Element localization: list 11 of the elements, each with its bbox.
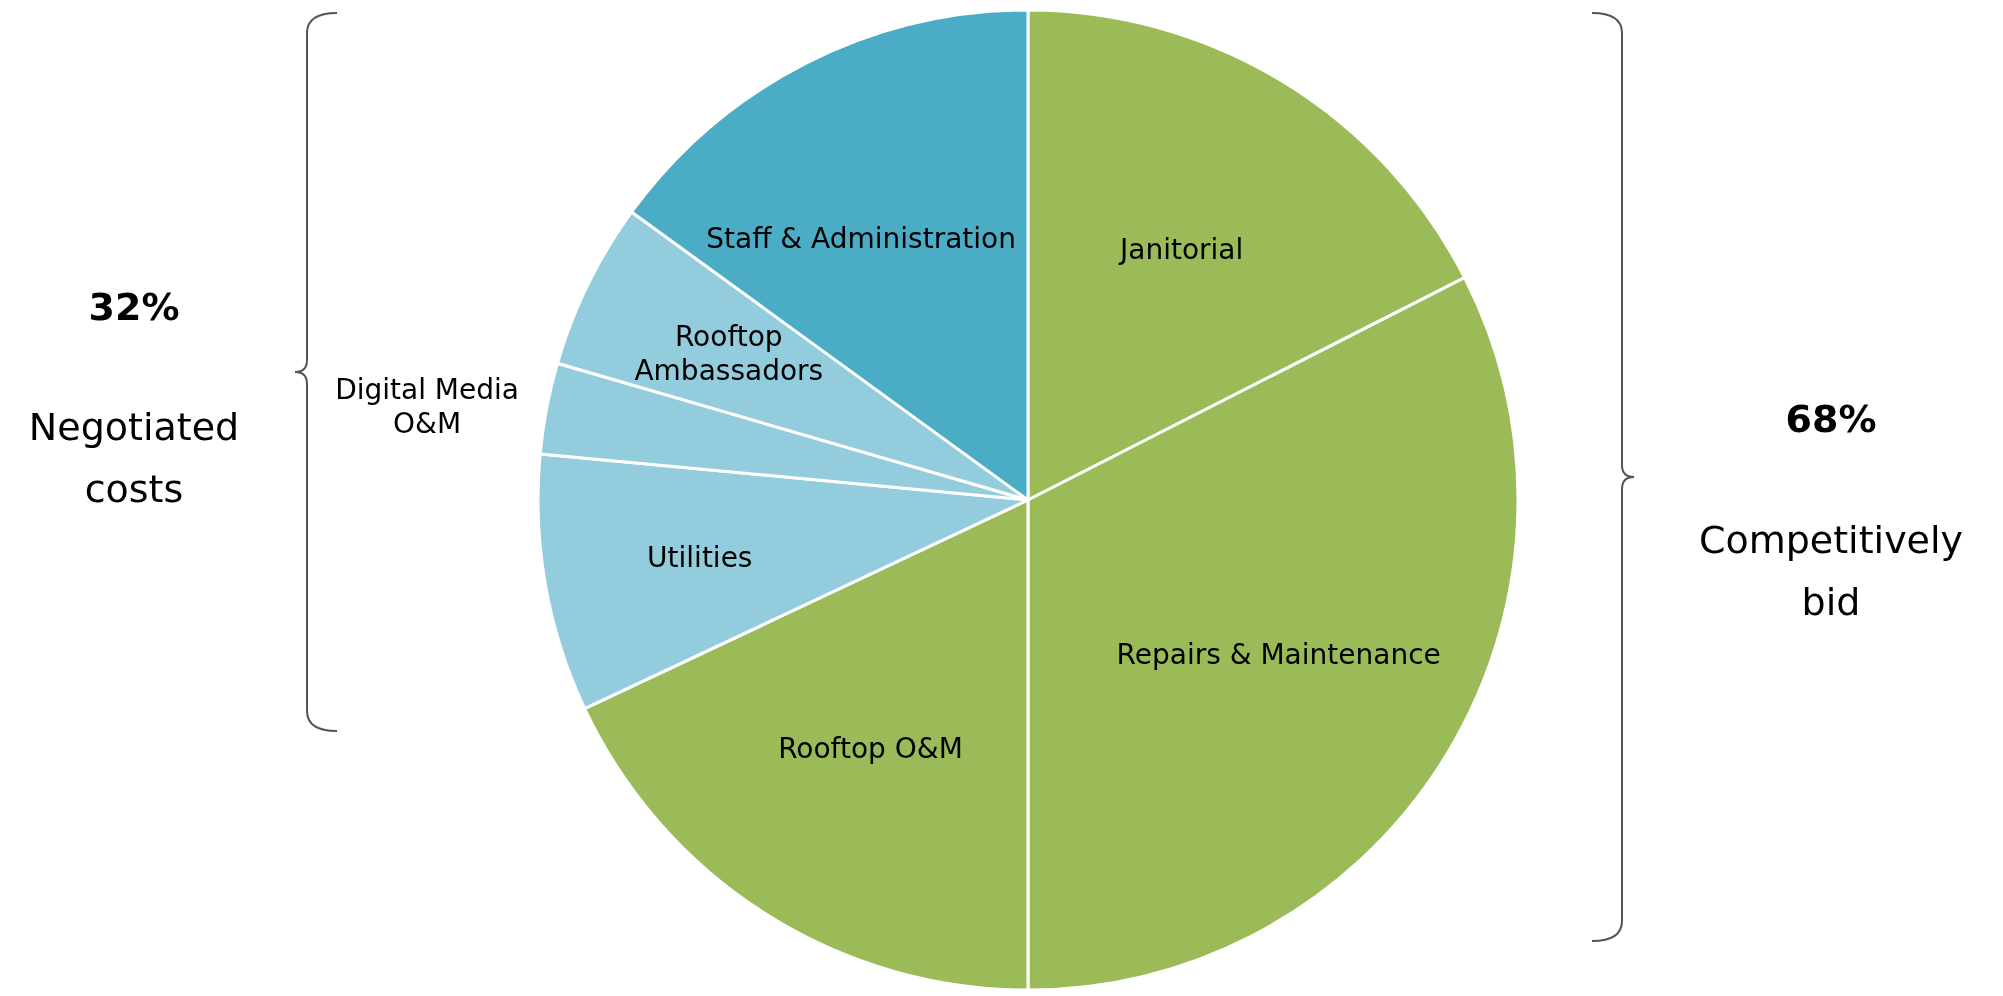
text: 32% bbox=[88, 285, 180, 329]
text: Competitively bid bbox=[1698, 518, 1964, 624]
slice-label: Digital Media O&M bbox=[335, 373, 519, 441]
slice-label: Staff & Administration bbox=[706, 222, 1016, 256]
slice-label: Rooftop Ambassadors bbox=[634, 320, 824, 388]
text: 68% bbox=[1785, 397, 1877, 441]
text: Negotiated costs bbox=[28, 405, 240, 511]
slice-label: Janitorial bbox=[1117, 233, 1244, 267]
slice-label: Rooftop O&M bbox=[778, 732, 963, 766]
slice-label: Utilities bbox=[647, 541, 753, 575]
slice-label: Repairs & Maintenance bbox=[1116, 637, 1441, 671]
